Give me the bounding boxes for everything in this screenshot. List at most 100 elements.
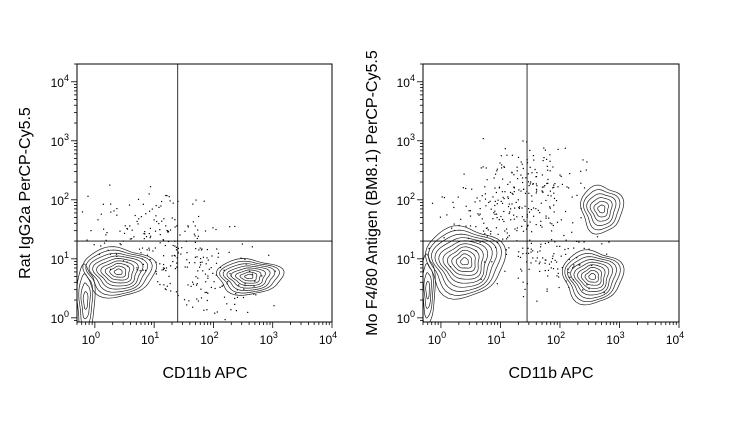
panel-0-event-dot <box>221 285 223 287</box>
panel-1-event-dot <box>580 182 582 184</box>
panel-1-contour-line <box>577 264 606 289</box>
panel-1-event-dot <box>552 166 554 168</box>
panel-0-event-dot <box>208 268 210 270</box>
panel-0-contour-line <box>239 271 258 282</box>
panel-1-event-dot <box>530 181 532 183</box>
panel-1-event-dot <box>497 199 499 201</box>
panel-1-contour-line <box>567 256 617 299</box>
panel-1-contour-line <box>428 229 502 296</box>
panel-1-event-dot <box>499 162 501 164</box>
panel-0-event-dot <box>201 248 203 250</box>
panel-0-event-dot <box>196 283 198 285</box>
panel-0-event-dot <box>219 286 221 288</box>
panel-0-event-dot <box>123 232 126 234</box>
panel-1-event-dot <box>539 261 541 263</box>
panel-0-event-dot <box>171 255 173 257</box>
panel-0-contour-line <box>100 260 135 284</box>
panel-0-event-dot <box>159 234 161 236</box>
panel-1-event-dot <box>545 215 547 217</box>
panel-1-event-dot <box>535 224 537 226</box>
panel-0-contour-line <box>109 265 127 278</box>
panel-1-event-dot <box>493 212 495 214</box>
panel-0-event-dot <box>87 195 89 197</box>
panel-1-event-dot <box>528 268 530 270</box>
panel-1-event-dot <box>537 209 539 211</box>
panel-0-event-dot <box>173 254 175 256</box>
panel-1-event-dot <box>601 243 603 245</box>
panel-0-event-dot <box>212 272 214 274</box>
panel-1-event-dot <box>517 199 519 201</box>
panel-0-event-dot <box>195 284 198 286</box>
panel-0-event-dot <box>124 225 126 227</box>
panel-0-event-dot <box>195 276 197 278</box>
panel-0-event-dot <box>159 229 161 231</box>
panel-0-event-dot <box>168 275 170 277</box>
panel-1-event-dot <box>532 207 535 209</box>
panel-1-event-dot <box>512 193 514 195</box>
panel-1-event-dot <box>465 225 467 227</box>
panel-1-event-dot <box>452 201 454 203</box>
panel-0-event-dot <box>142 263 144 265</box>
panel-0-event-dot <box>145 269 147 272</box>
panel-0-event-dot <box>251 246 253 248</box>
panel-0-event-dot <box>177 294 179 297</box>
panel-1-event-dot <box>484 233 486 235</box>
panel-1-event-dot <box>507 236 509 238</box>
panel-1-contour-line <box>438 240 489 284</box>
panel-0-event-dot <box>222 284 224 286</box>
panel-1-event-dot <box>494 200 496 202</box>
panel-1-event-dot <box>477 213 479 215</box>
panel-0-event-dot <box>133 236 135 238</box>
panel-1-event-dot <box>606 253 608 255</box>
panel-0-event-dot <box>128 204 131 206</box>
panel-0-event-dot <box>226 303 228 305</box>
panel-1-event-dot <box>541 190 543 192</box>
panel-1-event-dot <box>557 148 559 150</box>
panel-0-event-dot <box>148 247 150 249</box>
panel-0-event-dot <box>161 220 163 222</box>
panel-0-event-dot <box>192 283 195 285</box>
panel-1-event-dot <box>532 183 534 185</box>
panel-0-x-tick-label: 102 <box>200 330 218 347</box>
panel-0-event-dot <box>149 186 152 188</box>
panel-0-y-tick-label: 103 <box>51 132 69 149</box>
panel-0-event-dot <box>154 230 157 232</box>
panel-0-contour-line <box>78 273 94 322</box>
panel-1-event-dot <box>480 167 482 169</box>
panel-1-event-dot <box>508 203 510 205</box>
panel-1-contour-line <box>451 249 476 273</box>
panel-0-event-dot <box>210 286 212 288</box>
panel-1-event-dot <box>548 263 551 265</box>
panel-0-contour-line <box>82 291 89 310</box>
panel-1-event-dot <box>565 239 567 241</box>
panel-1-event-dot <box>557 272 559 274</box>
panel-1-contour-line <box>583 189 621 231</box>
panel-0-event-dot <box>161 200 163 203</box>
panel-1-event-dot <box>535 188 538 190</box>
panel-0-event-dot <box>174 219 176 221</box>
panel-0-event-dot <box>205 263 207 265</box>
panel-1-data-layer <box>423 138 625 322</box>
panel-1-event-dot <box>530 251 532 253</box>
panel-0-event-dot <box>129 225 131 227</box>
panel-1-event-dot <box>521 216 523 218</box>
panel-1-event-dot <box>463 173 465 175</box>
panel-1-event-dot <box>506 238 508 240</box>
panel-0-event-dot <box>105 234 107 236</box>
panel-0-event-dot <box>163 284 165 286</box>
panel-1-event-dot <box>553 204 555 206</box>
panel-1-event-dot <box>522 281 524 283</box>
panel-1-event-dot <box>513 218 515 220</box>
panel-1-event-dot <box>516 216 518 218</box>
panel-1-event-dot <box>571 231 573 233</box>
panel-0-event-dot <box>186 266 188 268</box>
panel-1-event-dot <box>486 227 488 229</box>
panel-0-event-dot <box>204 230 207 232</box>
panel-1-event-dot <box>576 194 578 196</box>
panel-1-event-dot <box>496 213 498 215</box>
panel-1-event-dot <box>511 172 513 174</box>
panel-1-event-dot <box>494 210 496 212</box>
panel-0-event-dot <box>192 281 194 283</box>
panel-1-event-dot <box>549 190 551 192</box>
panel-1-event-dot <box>485 205 487 207</box>
